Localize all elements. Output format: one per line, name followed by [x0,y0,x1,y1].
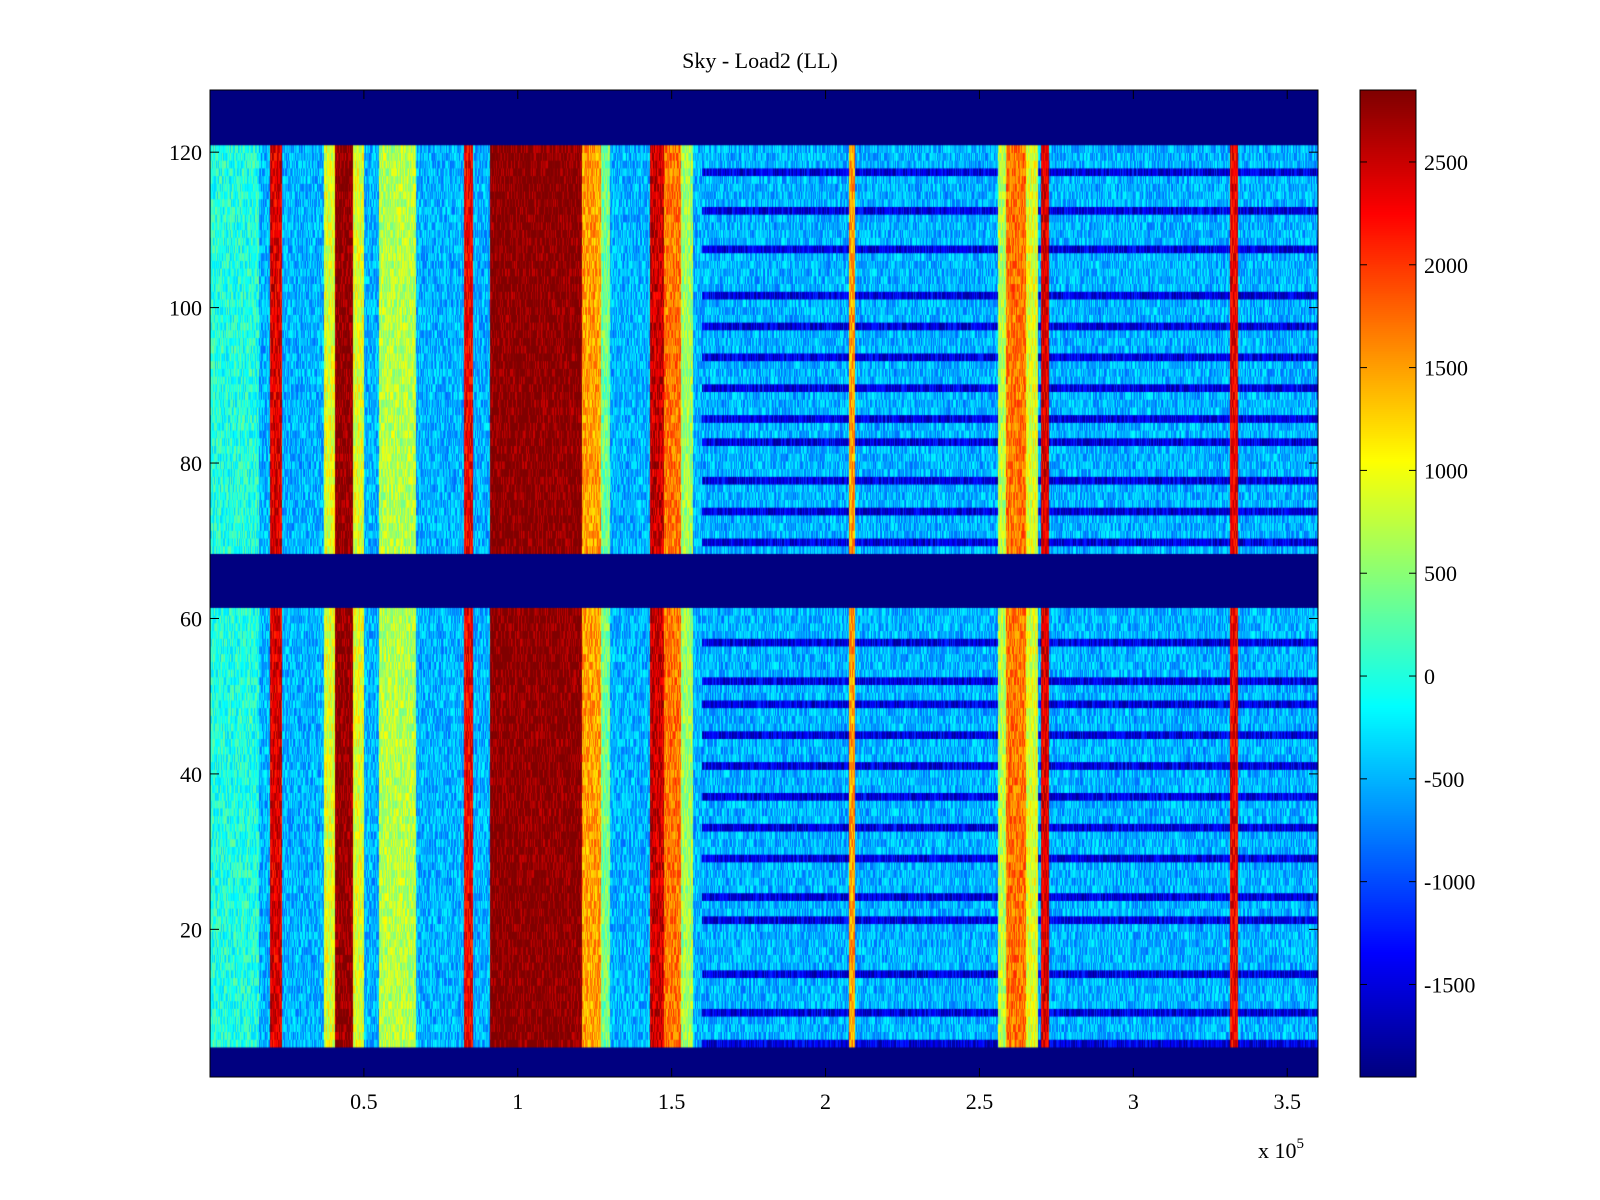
y-tick-label: 120 [169,140,202,165]
x-tick-label: 2.5 [966,1089,994,1114]
colorbar-tick-label: 0 [1424,664,1435,689]
heatmap-canvas [210,90,1318,1077]
colorbar-tick-label: 2000 [1424,253,1468,278]
colorbar-tick-label: -1500 [1424,972,1475,997]
colorbar-tick-label: 1500 [1424,356,1468,381]
x-tick-label: 3 [1128,1089,1139,1114]
y-tick-label: 20 [180,917,202,942]
x-tick-label: 0.5 [350,1089,378,1114]
y-tick-label: 80 [180,451,202,476]
colorbar: -1500 -1000 -500 0 500 1000 1500 2000 2500 [1359,89,1475,1078]
chart-title: Sky - Load2 (LL) [682,48,838,73]
x-axis-multiplier-base: x 10 [1258,1138,1297,1163]
x-tick-label: 1 [512,1089,523,1114]
x-axis-multiplier-exponent: 5 [1297,1136,1305,1152]
y-tick-label: 60 [180,606,202,631]
colorbar-gradient [1360,90,1416,1077]
colorbar-tick-label: 2500 [1424,150,1468,175]
colorbar-tick-label: 500 [1424,561,1457,586]
x-tick-label: 1.5 [658,1089,686,1114]
x-axis: 0.5 1 1.5 2 2.5 3 3.5 [350,90,1301,1114]
colorbar-tick-label: -1000 [1424,870,1475,895]
plot-frame [209,89,1319,1078]
x-tick-label: 3.5 [1273,1089,1301,1114]
colorbar-tick-label: 1000 [1424,458,1468,483]
colorbar-ticks: -1500 -1000 -500 0 500 1000 1500 2000 2500 [1360,150,1475,997]
colorbar-frame [1359,89,1417,1078]
heatmap-area [209,89,1319,1078]
colorbar-tick-label: -500 [1424,767,1464,792]
y-tick-label: 100 [169,296,202,321]
y-axis: 20 40 60 80 100 120 [169,140,1318,942]
y-tick-label: 40 [180,762,202,787]
x-tick-label: 2 [820,1089,831,1114]
x-axis-multiplier: x 105 [1258,1136,1304,1163]
